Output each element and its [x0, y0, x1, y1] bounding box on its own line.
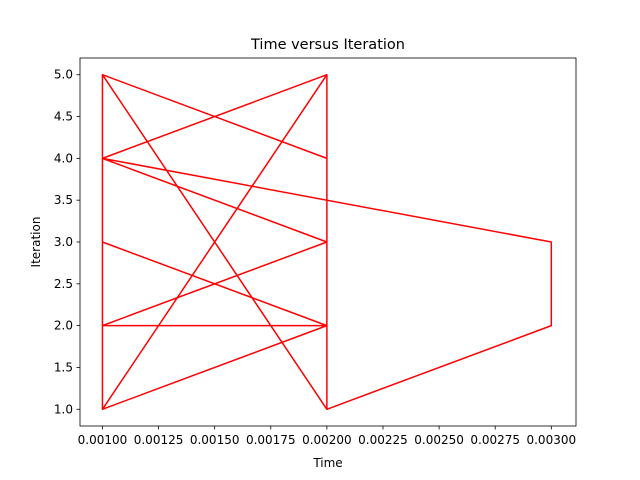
y-tick-label: 3.5 — [54, 193, 73, 207]
x-tick-label: 0.00150 — [190, 433, 240, 447]
y-axis-label: Iteration — [29, 217, 43, 268]
y-tick-label: 1.5 — [54, 360, 73, 374]
x-tick-label: 0.00125 — [134, 433, 184, 447]
plot-frame — [79, 57, 577, 427]
x-tick-label: 0.00300 — [526, 433, 576, 447]
y-tick-label: 4.0 — [54, 151, 73, 165]
x-tick-label: 0.00100 — [78, 433, 128, 447]
series-line — [101, 73, 553, 411]
x-tick-label: 0.00275 — [470, 433, 520, 447]
x-tick-label: 0.00175 — [246, 433, 296, 447]
x-axis-ticks: 0.00100 0.00125 0.00150 0.00175 0.00200 0.002… — [78, 426, 576, 447]
x-tick-label: 0.00200 — [302, 433, 352, 447]
y-tick-label: 2.5 — [54, 277, 73, 291]
y-tick-label: 5.0 — [54, 68, 73, 82]
x-tick-label: 0.00250 — [414, 433, 464, 447]
x-tick-label: 0.00225 — [358, 433, 408, 447]
y-axis-ticks: 1.0 1.5 2.0 2.5 3.0 3.5 4.0 4.5 5.0 — [54, 68, 80, 416]
y-tick-label: 4.5 — [54, 110, 73, 124]
y-tick-label: 3.0 — [54, 235, 73, 249]
series-layer — [101, 73, 553, 411]
y-tick-label: 2.0 — [54, 319, 73, 333]
plot-area — [80, 58, 576, 426]
y-tick-label: 1.0 — [54, 402, 73, 416]
chart-title: Time versus Iteration — [250, 37, 405, 53]
x-axis-label: Time — [312, 456, 342, 470]
